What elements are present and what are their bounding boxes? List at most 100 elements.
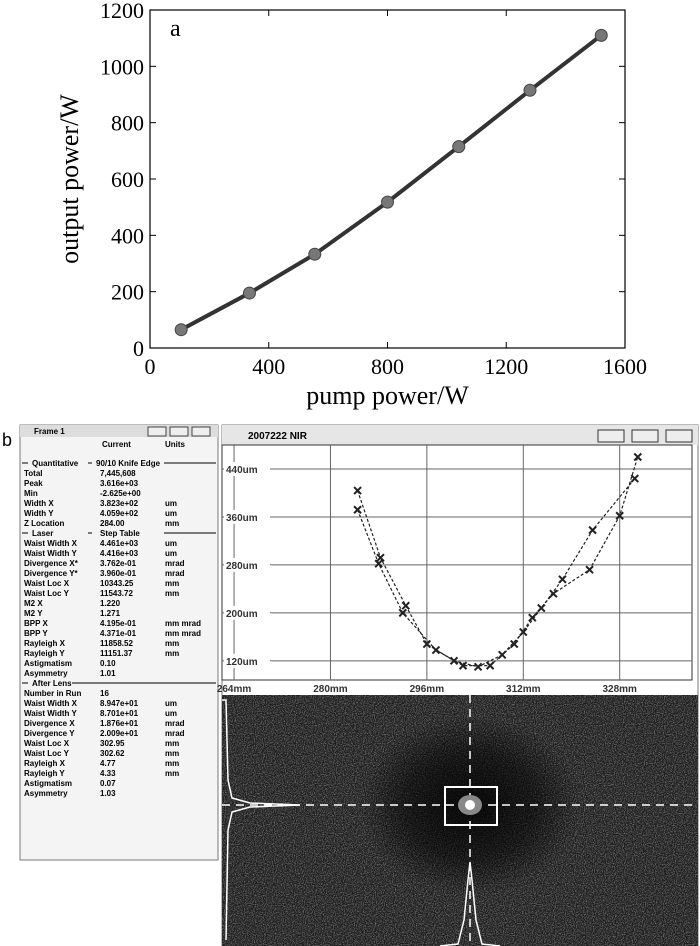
beam-image (222, 695, 698, 946)
row-value: 3.762e-01 (100, 559, 137, 568)
row-value: 1.03 (100, 789, 116, 798)
row-label: Min (24, 489, 38, 498)
panel-label: b (2, 430, 12, 450)
x-tick-label: 328mm (602, 684, 637, 695)
row-value: 4.416e+03 (100, 549, 139, 558)
row-label: Divergence X (24, 719, 75, 728)
row-value: 11858.52 (100, 639, 133, 648)
section-title: Laser (32, 529, 53, 538)
row-unit: um (165, 549, 177, 558)
row-value: 4.33 (100, 769, 116, 778)
y-tick-label: 120um (226, 657, 258, 668)
marker (588, 525, 597, 535)
x-tick-label: 800 (371, 354, 404, 379)
x-tick-label: 280mm (313, 684, 348, 695)
row-unit: mrad (165, 719, 185, 728)
x-tick-label: 400 (252, 354, 285, 379)
row-value: 3.616e+03 (100, 479, 139, 488)
column-header: Current (102, 440, 131, 449)
series-line (180, 33, 603, 332)
row-label: Z Location (24, 519, 65, 528)
marker (242, 286, 256, 300)
row-unit: mm (165, 519, 179, 528)
row-value: 4.461e+03 (100, 539, 139, 548)
row-value: 8.947e+01 (100, 699, 139, 708)
section-note: 90/10 Knife Edge (96, 459, 161, 468)
row-value: 4.059e+02 (100, 509, 139, 518)
row-label: Waist Loc Y (24, 589, 70, 598)
row-label: Rayleigh Y (24, 649, 65, 658)
marker (630, 474, 639, 483)
plot-frame (221, 444, 693, 681)
row-value: -2.625e+00 (100, 489, 141, 498)
row-label: Waist Loc Y (24, 749, 70, 758)
y-tick-label: 200um (226, 609, 258, 620)
marker (510, 639, 519, 649)
row-unit: mm mrad (165, 629, 201, 638)
row-unit: um (165, 499, 177, 508)
row-value: 0.07 (100, 779, 116, 788)
row-value: 7,445,608 (100, 469, 136, 478)
marker (549, 589, 558, 598)
row-unit: mrad (165, 569, 185, 578)
x-tick-label: 1600 (603, 354, 647, 379)
row-unit: mm (165, 739, 179, 748)
row-label: Waist Width Y (24, 549, 77, 558)
marker (585, 565, 594, 574)
section-bg (92, 458, 164, 467)
row-unit: um (165, 699, 177, 708)
row-label: Divergence Y* (24, 569, 79, 578)
row-label: Rayleigh Y (24, 769, 65, 778)
row-value: 1.01 (100, 669, 116, 678)
annotation: a (170, 16, 181, 42)
row-label: Rayleigh X (24, 759, 66, 768)
row-value: 16 (100, 689, 109, 698)
marker (401, 601, 410, 610)
x-axis-label: pump power/W (306, 381, 469, 410)
marker (174, 323, 188, 337)
row-value: 10343.25 (100, 579, 134, 588)
y-tick-label-bg (224, 509, 270, 524)
column-header: Units (165, 440, 186, 449)
y-axis-label: output power/W (55, 94, 84, 264)
y-tick-label-bg (224, 653, 270, 668)
row-value: 2.009e+01 (100, 729, 139, 738)
y-tick-label: 0 (133, 336, 144, 361)
section-title: After Lens (32, 679, 72, 688)
window-buttons[interactable] (147, 426, 211, 437)
y-tick-label: 360um (226, 513, 258, 524)
nir-title: 2007222 NIR (248, 431, 308, 442)
row-label: Divergence Y (24, 729, 75, 738)
row-value: 4.77 (100, 759, 116, 768)
y-tick-label-bg (224, 605, 270, 620)
row-value: 0.10 (100, 659, 116, 668)
window-buttons[interactable] (597, 429, 693, 443)
row-value: 4.195e-01 (100, 619, 137, 628)
row-label: Astigmatism (24, 659, 72, 668)
row-unit: mm (165, 589, 179, 598)
row-label: Waist Loc X (24, 579, 70, 588)
plot-frame (149, 9, 626, 349)
row-value: 1.220 (100, 599, 121, 608)
marker (594, 28, 608, 42)
frame-titlebar (20, 425, 218, 437)
row-label: BPP Y (24, 629, 48, 638)
marker (353, 486, 362, 495)
section-title: Quantitative (32, 459, 79, 468)
y-tick-label: 1000 (100, 54, 144, 79)
row-value: 1.271 (100, 609, 121, 618)
marker (353, 505, 362, 514)
y-tick-label: 800 (111, 111, 144, 136)
row-unit: mrad (165, 729, 185, 738)
marker (376, 553, 385, 562)
y-tick-label: 400 (111, 223, 144, 248)
nir-titlebar (222, 425, 698, 445)
marker (381, 195, 394, 209)
y-tick-label-bg (224, 461, 270, 476)
row-label: Waist Width X (24, 539, 78, 548)
x-tick-label: 264mm (217, 684, 252, 695)
row-label: Rayleigh X (24, 639, 66, 648)
row-unit: mm (165, 639, 179, 648)
row-label: M2 X (24, 599, 43, 608)
